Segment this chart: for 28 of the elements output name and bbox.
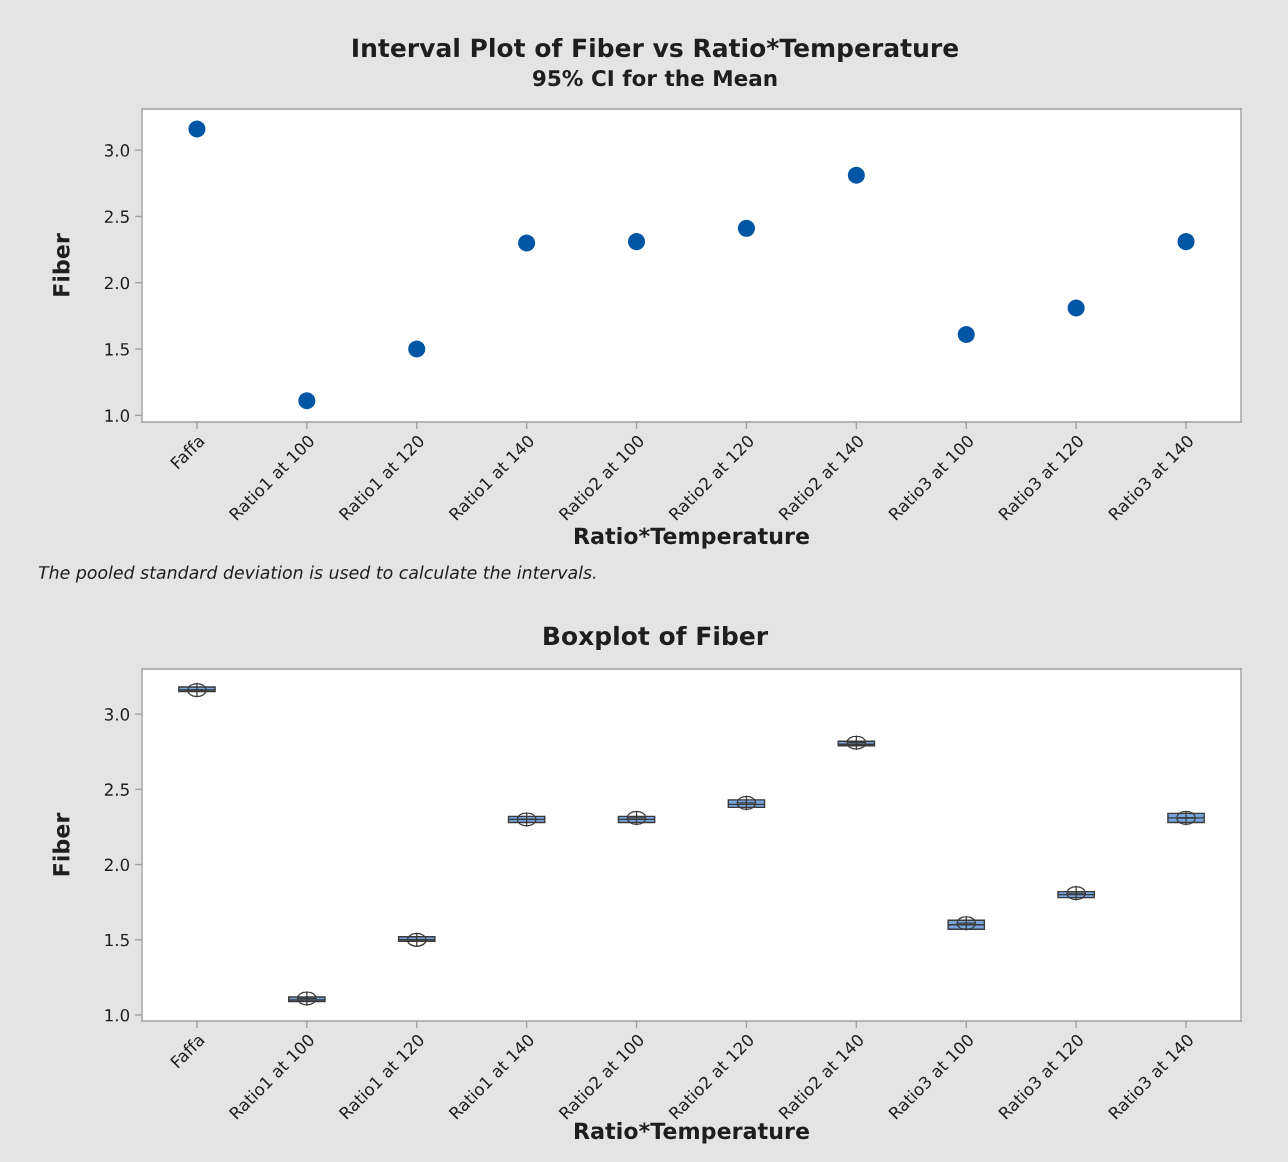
point — [628, 233, 646, 251]
point — [957, 325, 975, 343]
y-tick-label: 3.0 — [104, 144, 130, 157]
point — [1067, 299, 1085, 317]
point — [1177, 233, 1195, 251]
y-tick-label: 2.0 — [104, 276, 130, 290]
y-tick-label: 2.5 — [104, 210, 129, 223]
x-axis-title: Ratio*Temperature — [575, 1122, 809, 1144]
point — [298, 392, 316, 410]
point — [408, 340, 426, 358]
y-tick-label: 2.0 — [104, 858, 130, 872]
text: The pooled standard deviation is used to calculate the intervals. — [38, 565, 596, 583]
y-tick-label: 3.0 — [104, 708, 130, 721]
y-tick-label: 1.5 — [105, 933, 129, 947]
point — [518, 234, 536, 252]
chart-title: Interval Plot of Fiber vs Ratio*Temperature — [353, 37, 958, 63]
y-axis-title: Fiber — [52, 233, 70, 296]
y-tick-label: 1.0 — [105, 409, 130, 422]
point — [188, 120, 206, 138]
x-axis-title: Ratio*Temperature — [575, 527, 809, 549]
point — [737, 219, 755, 237]
chart-subtitle: 95% CI for the Mean — [533, 69, 777, 87]
y-tick-label: 2.5 — [104, 783, 129, 796]
y-axis-title: Fiber — [52, 812, 70, 876]
y-tick-label: 1.0 — [105, 1008, 130, 1022]
point — [847, 166, 865, 184]
y-tick-label: 1.5 — [105, 343, 129, 356]
chart-title: Boxplot of Fiber — [544, 625, 769, 651]
